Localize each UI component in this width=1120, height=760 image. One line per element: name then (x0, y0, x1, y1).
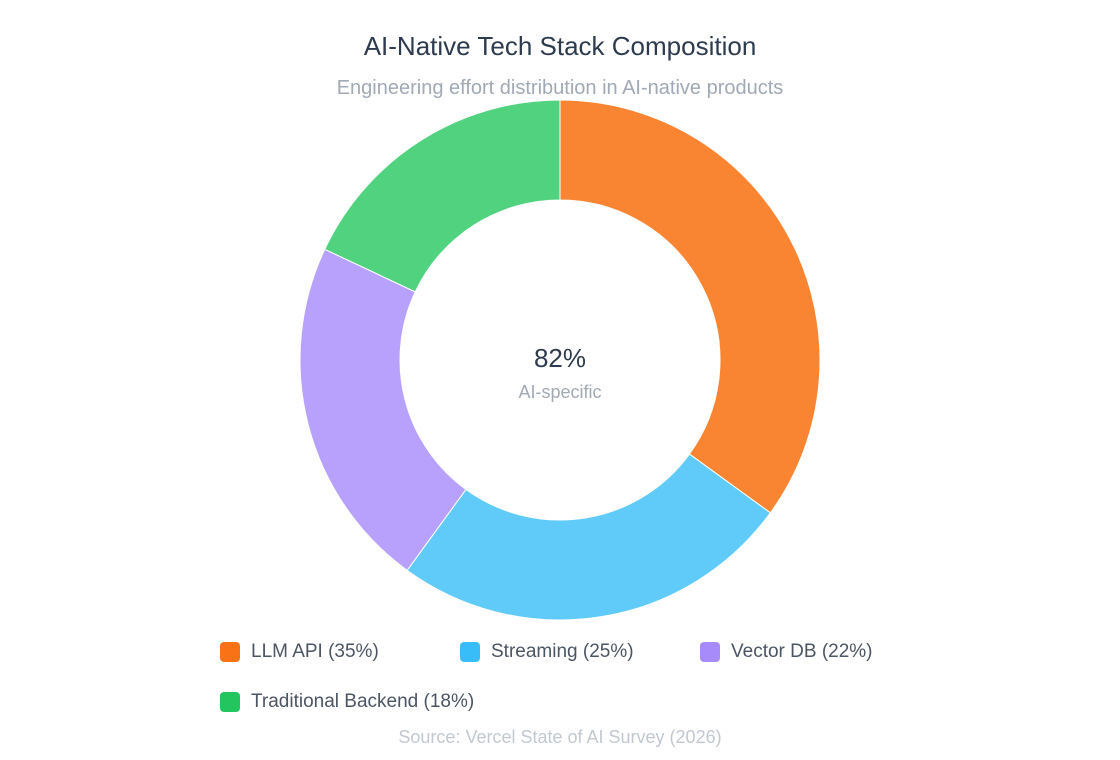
legend-swatch-traditional-backend (220, 692, 240, 712)
legend-swatch-streaming (460, 642, 480, 662)
chart-title: AI-Native Tech Stack Composition (363, 31, 757, 61)
legend-label-vector-db: Vector DB (22%) (731, 641, 873, 662)
legend-item-vector-db[interactable]: Vector DB (22%) (700, 641, 873, 663)
chart-subtitle: Engineering effort distribution in AI-na… (336, 77, 784, 99)
legend-swatch-vector-db (700, 642, 720, 662)
donut-slice-streaming[interactable] (406, 453, 772, 621)
legend-item-traditional-backend[interactable]: Traditional Backend (18%) (220, 691, 474, 713)
legend-label-traditional-backend: Traditional Backend (18%) (251, 691, 475, 712)
legend-label-llm-api: LLM API (35%) (251, 641, 379, 662)
legend-label-streaming: Streaming (25%) (491, 641, 634, 662)
legend-swatch-llm-api (220, 642, 240, 662)
chart-source: Source: Vercel State of AI Survey (2026) (398, 727, 722, 747)
donut-center-label: AI-specific (518, 382, 602, 402)
donut-center-value: 82% (533, 343, 587, 373)
legend-item-streaming[interactable]: Streaming (25%) (460, 641, 634, 663)
donut-slice-vector-db[interactable] (299, 248, 467, 572)
donut-slice-llm-api[interactable] (559, 99, 821, 514)
legend-item-llm-api[interactable]: LLM API (35%) (220, 641, 379, 663)
donut-slice-traditional-backend[interactable] (324, 99, 561, 293)
